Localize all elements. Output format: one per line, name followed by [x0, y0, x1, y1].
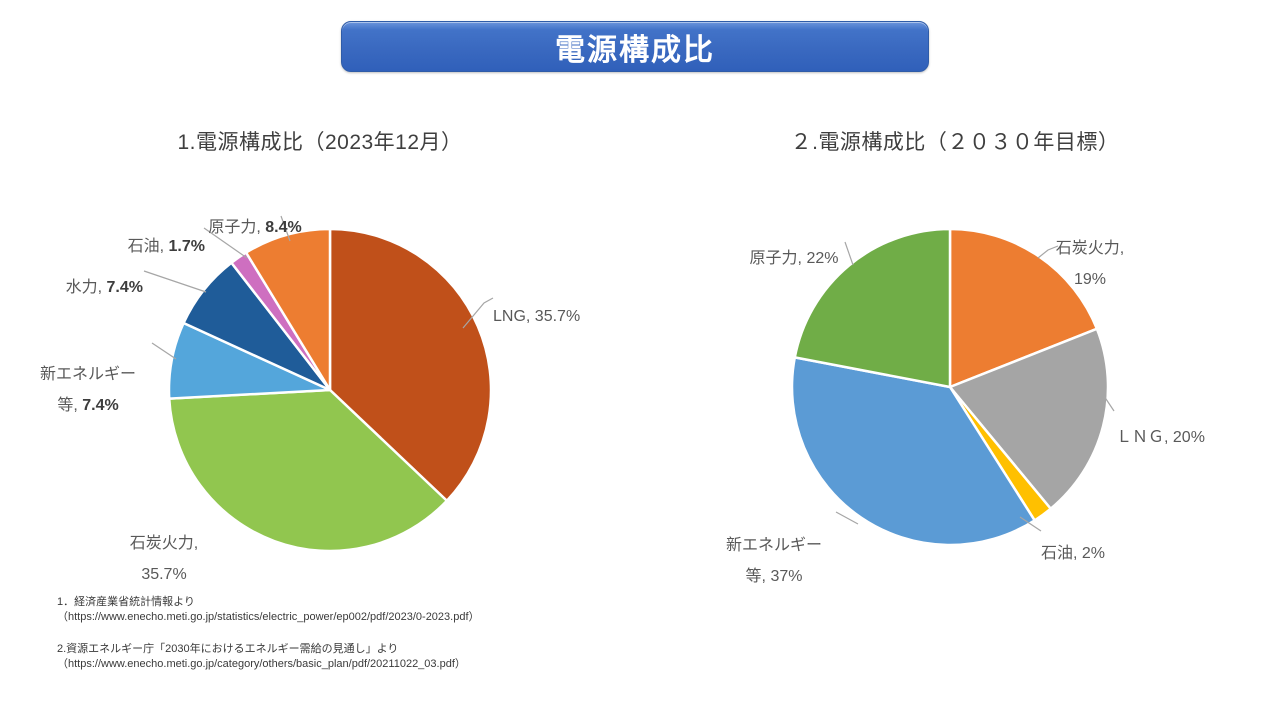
label-c1-nuclear-value: 8.4% [265, 219, 302, 236]
label-c1-hydro: 水力, 7.4% [35, 258, 143, 298]
label-c2-lng-name: ＬＮＧ, [1116, 429, 1173, 446]
pie-2-slice-new-energy [790, 356, 1036, 547]
label-c2-newenergy: 新エネルギー 等, 37% [708, 499, 840, 592]
slide-title: 電源構成比 [555, 33, 715, 67]
footnote-2-text: 2.資源エネルギー庁「2030年におけるエネルギー需給の見通し」より [57, 643, 399, 655]
leader-line-c2-newenergy [835, 511, 859, 525]
label-c1-lng-name: LNG, [493, 308, 535, 325]
footnote-1-text: 1．経済産業省統計情報より [57, 596, 195, 608]
label-c2-oil-value: 2% [1081, 545, 1106, 562]
label-c1-hydro-name: 水力, [65, 279, 107, 296]
footnote-2-url: （https://www.enecho.meti.go.jp/category/… [57, 658, 466, 670]
label-c2-nuclear-name: 原子力, [749, 250, 807, 267]
pie-1-slice-coal [167, 388, 449, 553]
label-c1-coal-name: 石炭火力, [129, 535, 199, 552]
slide-title-banner: 電源構成比 [341, 21, 929, 72]
label-c1-hydro-value: 7.4% [106, 279, 143, 296]
pie-1 [167, 227, 493, 553]
label-c2-coal-value: 19% [1073, 271, 1107, 288]
label-c2-lng-value: 20% [1172, 429, 1205, 446]
label-c1-newenergy-value: 7.4% [82, 397, 119, 414]
label-c2-nuclear-value: 22% [806, 250, 839, 267]
chart-2030-title: ２.電源構成比（２０３０年目標） [790, 131, 1120, 154]
label-c1-oil-name: 石油, [127, 238, 169, 255]
label-c1-newenergy: 新エネルギー 等, 7.4% [22, 328, 154, 421]
label-c2-newenergy-name: 新エネルギー 等, [725, 537, 822, 585]
label-c2-nuclear: 原子力, 22% [733, 229, 855, 269]
label-c1-coal-value: 35.7% [141, 566, 187, 583]
pie-2 [790, 227, 1110, 547]
label-c2-newenergy-value: 37% [770, 568, 803, 585]
leader-line-c2-nuclear [844, 241, 854, 266]
leader-line-c1-hydro [143, 270, 207, 293]
pie-2-slice-nuclear [793, 227, 952, 389]
label-c1-newenergy-name: 新エネルギー 等, [39, 366, 136, 414]
chart-2023-title: 1.電源構成比（2023年12月） [177, 131, 463, 154]
footnote-source-2030: 2.資源エネルギー庁「2030年におけるエネルギー需給の見通し」より （http… [57, 642, 466, 672]
label-c2-lng: ＬＮＧ, 20% [1116, 408, 1246, 448]
leader-line-c1-oil [203, 227, 248, 259]
pie-1-slice-nuclear [244, 227, 332, 392]
leader-line-c2-oil [1019, 516, 1042, 532]
label-c1-coal: 石炭火力, 35.7% [108, 497, 220, 590]
pie-2-slice-lng [948, 327, 1110, 510]
leader-lines [143, 215, 1115, 532]
label-c1-lng-value: 35.7% [534, 308, 581, 325]
label-c1-oil-value: 1.7% [168, 238, 205, 255]
pie-1-slice-lng [328, 227, 493, 502]
leader-line-c1-nuclear [280, 215, 291, 242]
label-c2-coal: 石炭火力, 19% [1038, 202, 1142, 295]
footnote-source-2023: 1．経済産業省統計情報より （https://www.enecho.meti.g… [57, 595, 480, 625]
footnote-1-url: （https://www.enecho.meti.go.jp/statistic… [57, 611, 480, 623]
label-c1-lng: LNG, 35.7% [493, 287, 633, 327]
label-c2-oil: 石油, 2% [1041, 524, 1151, 564]
pie-2-slice-coal [948, 227, 1099, 389]
label-c2-coal-name: 石炭火力, [1055, 240, 1125, 257]
leader-line-c1-lng [462, 297, 494, 329]
label-c1-nuclear-name: 原子力, [208, 219, 266, 236]
label-c1-oil: 石油, 1.7% [95, 217, 205, 257]
label-c1-nuclear: 原子力, 8.4% [190, 198, 320, 238]
leader-line-c1-newenergy [151, 342, 177, 360]
leader-line-c2-coal [1037, 245, 1059, 259]
label-c2-oil-name: 石油, [1041, 545, 1082, 562]
leader-line-c2-lng [1103, 395, 1115, 412]
